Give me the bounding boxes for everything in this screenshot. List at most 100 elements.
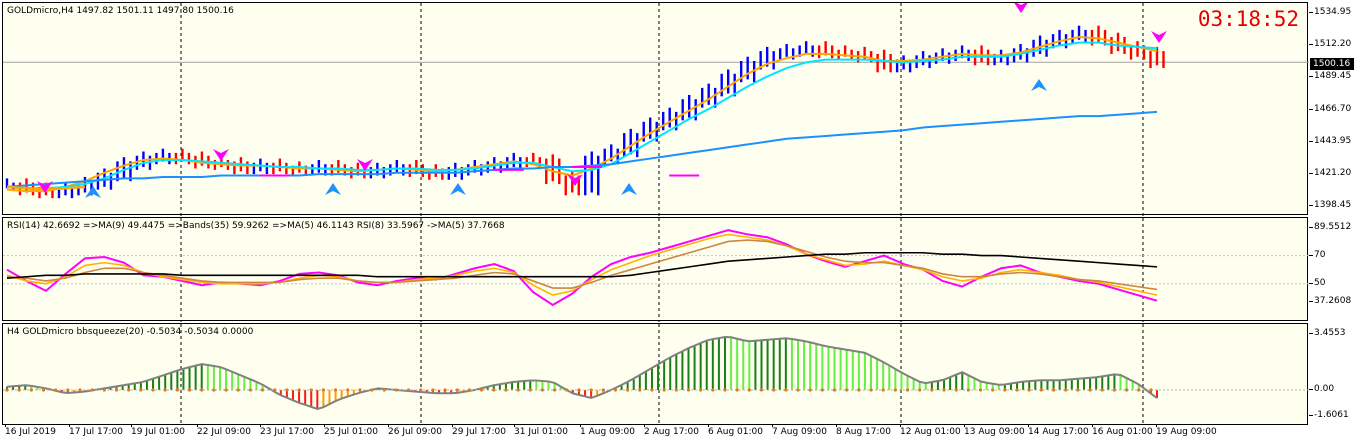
squeeze-dot	[918, 388, 922, 392]
time-axis-label: 16 Jul 2019	[5, 424, 56, 437]
squeeze-dot	[346, 388, 350, 392]
chart-symbol-title: GOLDmicro,H4 1497.82 1501.11 1497.80 150…	[7, 6, 234, 16]
squeeze-dot	[857, 388, 861, 392]
time-axis-label: 22 Jul 09:00	[197, 424, 251, 437]
squeeze-dot	[966, 388, 970, 392]
squeeze-dot	[991, 388, 995, 392]
squeeze-dot	[492, 388, 496, 392]
squeeze-dot	[674, 388, 678, 392]
squeeze-dot	[711, 388, 715, 392]
squeeze-dot	[796, 388, 800, 392]
squeeze-dot	[613, 388, 618, 392]
rsi-axis-tick: 89.5512	[1308, 222, 1352, 232]
squeeze-dot	[200, 388, 204, 392]
squeeze-dot	[431, 388, 435, 392]
bbsqueeze-axis-tick: -1.6061	[1309, 410, 1349, 420]
price-axis: 1534.95 1512.20 1489.45 1466.70 1443.95 1421.…	[1308, 2, 1358, 215]
time-axis-label: 25 Jul 01:00	[324, 424, 378, 437]
squeeze-dot	[127, 388, 131, 392]
sell-arrow-icon	[1014, 3, 1028, 13]
time-axis-label: 7 Aug 09:00	[772, 424, 827, 437]
squeeze-dot	[942, 388, 946, 392]
squeeze-dot	[260, 388, 265, 392]
squeeze-dot	[1100, 388, 1104, 392]
sell-arrow-icon	[37, 181, 53, 193]
squeeze-dot	[735, 388, 739, 392]
squeeze-dot	[869, 388, 873, 392]
time-axis-label: 1 Aug 09:00	[580, 424, 635, 437]
squeeze-dot	[978, 388, 983, 392]
rsi-axis-tick: 37.2608	[1308, 295, 1352, 306]
squeeze-dot	[759, 388, 764, 392]
squeeze-dot	[163, 388, 167, 392]
time-axis-label: 31 Jul 01:00	[514, 424, 568, 437]
price-axis-tick: 1398.45	[1308, 200, 1352, 210]
bbsqueeze-canvas	[3, 324, 1309, 426]
squeeze-dot	[540, 388, 545, 392]
price-axis-tick: 1466.70	[1308, 103, 1352, 114]
squeeze-dot	[845, 388, 849, 392]
time-axis-label: 8 Aug 17:00	[836, 424, 891, 437]
moving-average-line	[6, 41, 1158, 190]
time-axis-label: 23 Jul 17:00	[260, 424, 314, 437]
squeeze-dot	[41, 388, 46, 392]
squeeze-dot	[1137, 388, 1141, 392]
squeeze-dot	[333, 388, 338, 392]
squeeze-dot	[699, 388, 703, 392]
rsi-axis: 89.5512 70 50 37.2608	[1308, 217, 1358, 321]
squeeze-dot	[455, 388, 459, 392]
main-price-chart[interactable]: GOLDmicro,H4 1497.82 1501.11 1497.80 150…	[2, 2, 1309, 216]
squeeze-dot	[321, 388, 326, 392]
squeeze-dot	[565, 388, 569, 392]
squeeze-dot	[820, 388, 824, 392]
squeeze-dot	[1015, 388, 1019, 392]
squeeze-dot	[1149, 388, 1153, 392]
sell-arrow-icon	[567, 174, 583, 186]
price-axis-tick: 1512.20	[1308, 39, 1352, 50]
squeeze-dot	[1051, 388, 1056, 392]
squeeze-dot	[808, 388, 812, 392]
bbsqueeze-axis: 3.4553 0.00 -1.6061	[1308, 323, 1358, 425]
buy-arrow-icon	[450, 183, 466, 195]
squeeze-dot	[686, 388, 691, 392]
time-axis-label: 13 Aug 09:00	[964, 424, 1025, 437]
squeeze-dot	[394, 388, 399, 392]
squeeze-dot	[406, 388, 411, 392]
squeeze-dot	[930, 388, 934, 392]
squeeze-dot	[1027, 388, 1031, 392]
bbsqueeze-title: H4 GOLDmicro bbsqueeze(20) -0.5034 -0.50…	[7, 327, 254, 337]
squeeze-dot	[285, 388, 289, 392]
bbsqueeze-indicator-panel[interactable]: H4 GOLDmicro bbsqueeze(20) -0.5034 -0.50…	[2, 323, 1309, 426]
rsi-series-line	[6, 239, 1158, 291]
rsi-indicator-panel[interactable]: RSI(14) 42.6692 =>MA(9) 49.4475 =>Bands(…	[2, 217, 1309, 322]
squeeze-dot	[1064, 388, 1068, 392]
squeeze-dot	[1088, 388, 1092, 392]
rsi-axis-tick: 70	[1308, 249, 1326, 260]
squeeze-dot	[881, 388, 885, 392]
rsi-title: RSI(14) 42.6692 =>MA(9) 49.4475 =>Bands(…	[7, 221, 505, 231]
squeeze-dot	[1112, 388, 1117, 392]
squeeze-dot	[17, 388, 21, 392]
time-axis-label: 29 Jul 17:00	[452, 424, 506, 437]
squeeze-dot	[175, 388, 179, 392]
squeeze-dot	[5, 388, 9, 392]
squeeze-dot	[626, 388, 630, 392]
time-axis-label: 16 Aug 01:00	[1092, 424, 1153, 437]
squeeze-dot	[358, 388, 362, 392]
squeeze-dot	[443, 388, 447, 392]
sell-arrow-icon	[213, 149, 229, 161]
squeeze-dot	[419, 388, 423, 392]
squeeze-dot	[29, 388, 33, 392]
price-axis-tick: 1421.20	[1308, 167, 1352, 178]
bbsqueeze-axis-tick: 3.4553	[1309, 328, 1346, 338]
squeeze-dot	[114, 388, 119, 392]
time-axis-label: 19 Jul 01:00	[131, 424, 185, 437]
squeeze-dot	[504, 388, 508, 392]
squeeze-dot	[650, 388, 654, 392]
squeeze-dot	[78, 388, 82, 392]
squeeze-dot	[784, 388, 788, 392]
time-axis-label: 17 Jul 17:00	[69, 424, 123, 437]
squeeze-dot	[297, 388, 301, 392]
squeeze-dot	[954, 388, 958, 392]
price-axis-tick: 1534.95	[1308, 7, 1352, 17]
